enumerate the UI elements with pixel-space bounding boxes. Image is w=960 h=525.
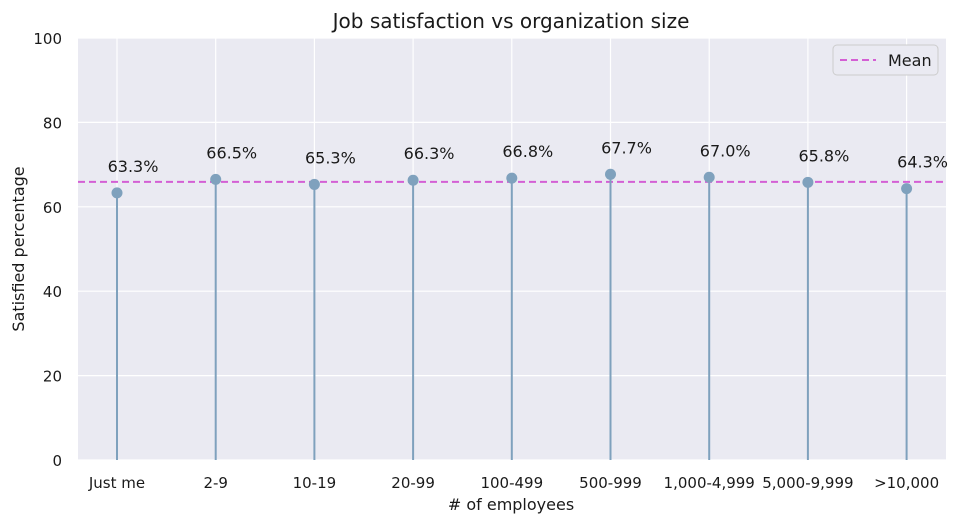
x-tick-label: 20-99	[391, 474, 435, 492]
chart-title: Job satisfaction vs organization size	[331, 9, 690, 33]
legend: Mean	[832, 44, 939, 76]
data-point	[308, 178, 320, 190]
x-tick-label: 500-999	[579, 474, 642, 492]
y-tick-label: 60	[43, 199, 62, 217]
data-point	[703, 171, 715, 183]
legend-mean-label: Mean	[888, 51, 932, 70]
stems	[116, 174, 908, 460]
data-point	[802, 176, 814, 188]
data-point	[605, 168, 616, 180]
y-tick-label: 100	[33, 30, 62, 48]
y-axis-label: Satisfied percentage	[9, 166, 28, 331]
value-label: 67.0%	[700, 141, 751, 160]
data-point	[210, 173, 222, 185]
y-tick-label: 20	[43, 368, 62, 386]
y-tick-label: 80	[43, 114, 62, 132]
x-tick-label: 2-9	[203, 474, 228, 492]
y-tick-label: 40	[43, 283, 62, 301]
x-tick-label: >10,000	[874, 474, 939, 492]
value-label: 65.3%	[305, 148, 356, 167]
value-label: 66.3%	[404, 144, 455, 163]
legend-box	[832, 44, 939, 76]
x-tick-label: Just me	[88, 474, 145, 492]
x-axis-ticks: Just me 2-9 10-19 20-99 100-499 500-999 1,000-…	[88, 474, 939, 492]
value-label: 64.3%	[897, 153, 948, 172]
x-axis-label: # of employees	[448, 495, 574, 514]
data-point	[901, 183, 913, 195]
value-label: 67.7%	[601, 138, 652, 157]
value-labels: 63.3% 66.5% 65.3% 66.3% 66.8% 67.7% 67.0% 65.8%…	[108, 138, 948, 176]
x-tick-label: 1,000-4,999	[664, 474, 755, 492]
x-tick-label: 5,000-9,999	[762, 474, 853, 492]
data-point	[111, 187, 123, 199]
x-tick-label: 10-19	[293, 474, 337, 492]
y-tick-label: 0	[52, 452, 62, 470]
value-label: 66.5%	[206, 143, 257, 162]
y-axis-ticks: 0 20 40 60 80 100	[33, 30, 62, 470]
data-point	[407, 174, 419, 186]
value-label: 63.3%	[108, 157, 159, 176]
value-label: 65.8%	[798, 146, 849, 165]
x-tick-label: 100-499	[480, 474, 543, 492]
value-label: 66.8%	[502, 142, 553, 161]
data-point	[506, 172, 518, 184]
markers	[111, 168, 913, 199]
